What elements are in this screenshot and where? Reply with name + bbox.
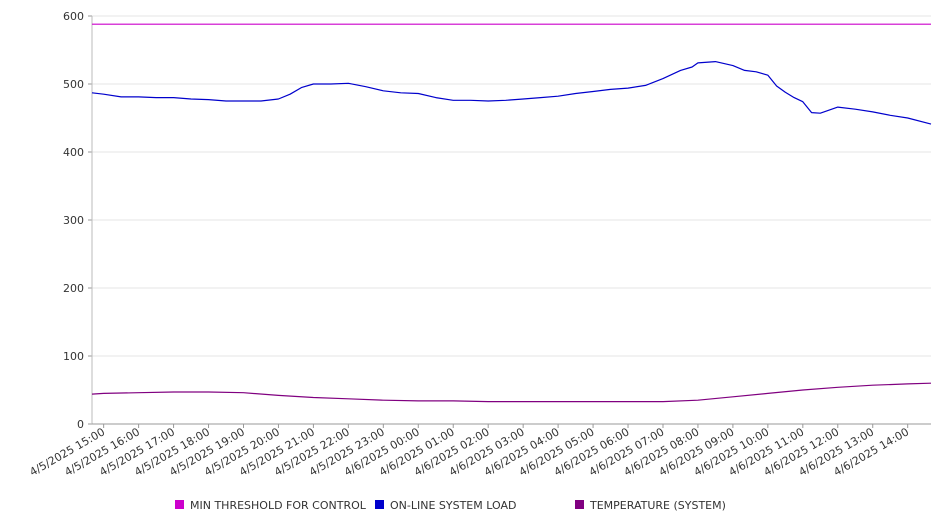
- y-tick-label: 300: [63, 214, 84, 227]
- series-line-3: [91, 382, 932, 403]
- y-tick-label: 200: [63, 282, 84, 295]
- y-tick-label: 600: [63, 10, 84, 23]
- y-axis-tick-labels: 0 100 200 300 400 500 600: [63, 10, 84, 431]
- y-tick-label: 100: [63, 350, 84, 363]
- y-tick-label: 500: [63, 78, 84, 91]
- legend-label-2: ON-LINE SYSTEM LOAD: [390, 499, 516, 512]
- series-line-2: [91, 60, 932, 125]
- series-lines: [91, 23, 932, 403]
- legend-swatch-3: [575, 500, 584, 509]
- legend-swatch-1: [175, 500, 184, 509]
- axes: [88, 15, 931, 428]
- legend-label-3: TEMPERATURE (SYSTEM): [589, 499, 726, 512]
- y-tick-label: 0: [77, 418, 84, 431]
- gridlines: [92, 15, 931, 357]
- x-axis-tick-labels: 4/5/2025 15:004/5/2025 16:004/5/2025 17:…: [27, 425, 911, 479]
- y-tick-label: 400: [63, 146, 84, 159]
- legend: MIN THRESHOLD FOR CONTROL ON-LINE SYSTEM …: [175, 499, 726, 512]
- legend-swatch-2: [375, 500, 384, 509]
- legend-label-1: MIN THRESHOLD FOR CONTROL: [190, 499, 367, 512]
